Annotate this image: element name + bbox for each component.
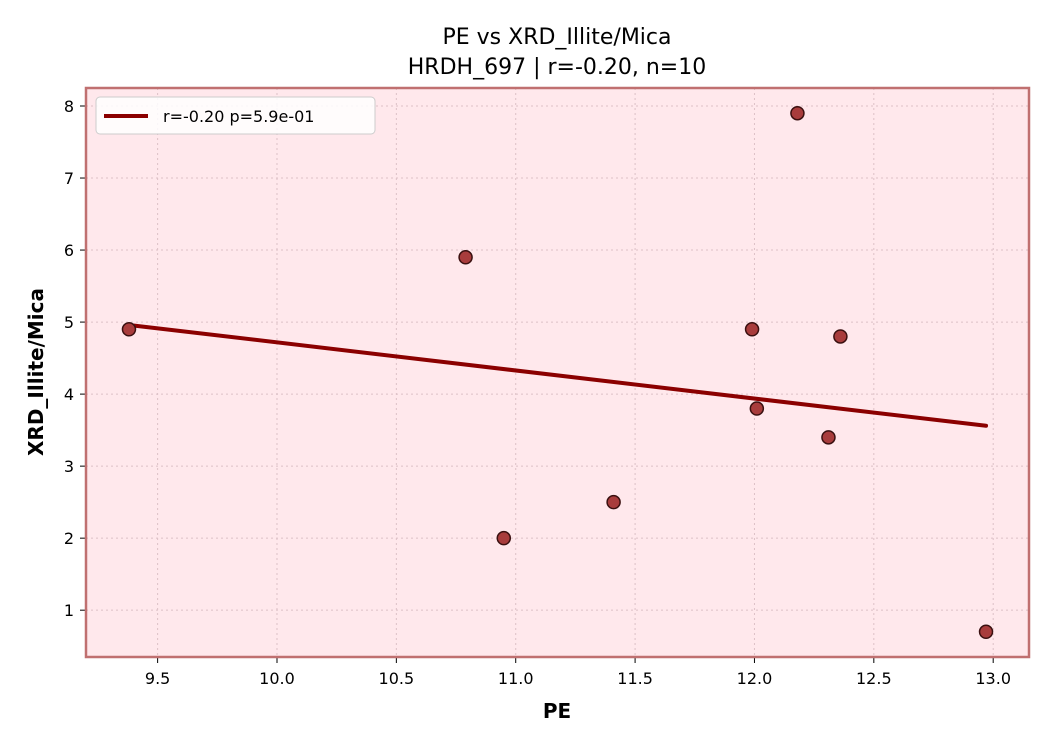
y-tick-label: 3	[64, 457, 74, 476]
plot-area	[86, 88, 1029, 657]
x-tick-label: 10.5	[379, 669, 415, 688]
x-tick-label: 13.0	[975, 669, 1011, 688]
data-point	[821, 430, 836, 445]
y-tick-label: 5	[64, 313, 74, 332]
x-tick-label: 12.0	[737, 669, 773, 688]
y-axis-label: XRD_Illite/Mica	[24, 288, 48, 456]
data-point	[744, 322, 760, 337]
data-point	[749, 401, 765, 416]
y-tick-label: 6	[64, 241, 74, 260]
x-tick-label: 9.5	[145, 669, 170, 688]
x-tick-label: 11.5	[617, 669, 653, 688]
data-point	[606, 494, 621, 510]
fit-line	[126, 322, 989, 428]
data-point	[121, 322, 137, 337]
x-axis-label: PE	[543, 699, 571, 723]
y-tick-label: 4	[64, 385, 74, 404]
y-tick-label: 7	[64, 169, 74, 188]
data-point	[833, 329, 848, 344]
data-point	[790, 105, 805, 121]
fit-line-group	[126, 322, 989, 428]
y-ticks: 1 2 3 4 5 6 7 8	[64, 97, 86, 620]
legend: r=-0.20 p=5.9e-01	[95, 96, 376, 135]
legend-label: r=-0.20 p=5.9e-01	[163, 107, 314, 126]
x-tick-label: 12.5	[856, 669, 892, 688]
plot-frame	[84, 86, 1031, 659]
x-ticks: 9.5 10.0 10.5 11.0 11.5 12.0 12.5 13.0	[145, 657, 1011, 688]
y-tick-label: 2	[64, 529, 74, 548]
grid-lines	[86, 88, 1029, 657]
x-tick-label: 11.0	[498, 669, 534, 688]
y-tick-label: 1	[64, 601, 74, 620]
data-point	[978, 624, 994, 640]
data-point	[496, 530, 512, 546]
chart-title-line2: HRDH_697 | r=-0.20, n=10	[408, 55, 706, 80]
data-point	[458, 250, 473, 265]
chart-title-line1: PE vs XRD_Illite/Mica	[442, 25, 671, 50]
y-tick-label: 8	[64, 97, 74, 116]
x-tick-label: 10.0	[259, 669, 295, 688]
data-points	[121, 105, 994, 640]
legend-box	[95, 96, 376, 135]
